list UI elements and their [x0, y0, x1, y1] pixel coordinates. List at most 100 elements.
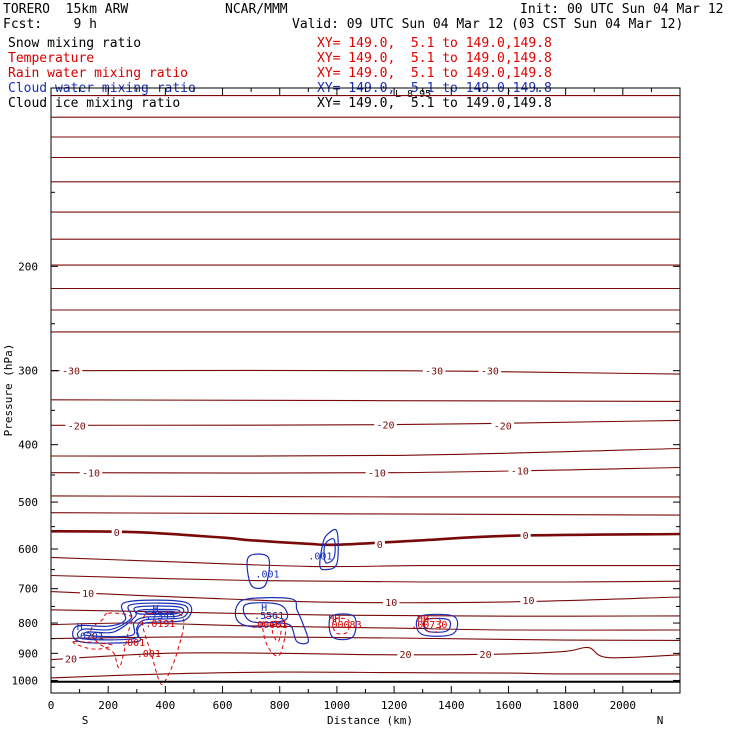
temperature-label-11: 0: [523, 531, 529, 542]
x-end-right: N: [657, 714, 664, 727]
legend-xy-cloud-ice: XY= 149.0, 5.1 to 149.0,149.8: [317, 96, 552, 111]
y-tick-label-300: 300: [18, 365, 38, 378]
temperature-label-bg-7: [365, 466, 389, 479]
legend-label-rain: Rain water mixing ratio: [8, 66, 189, 81]
temperature-label-13: 10: [385, 598, 397, 609]
y-tick-label-800: 800: [18, 617, 38, 630]
temperature-contour-T10: [51, 591, 680, 604]
temperature-label-0: -30: [62, 367, 80, 378]
legend-xy-snow: XY= 149.0, 5.1 to 149.0,149.8: [317, 36, 552, 51]
temperature-label-bg-14: [520, 594, 537, 607]
temperature-label-9: 0: [114, 528, 120, 539]
field-annotation-4: .6201: [74, 632, 104, 643]
rain-contour-rn-a1: [90, 612, 133, 669]
temperature-contour-T-5: [51, 495, 680, 498]
cloud-water-contour-cw-c2: [76, 602, 189, 641]
y-tick-label-200: 200: [18, 260, 38, 273]
temperature-label-bg-15: [62, 652, 80, 665]
temperature-label-15: 20: [65, 654, 77, 665]
temperature-label-16: 20: [400, 650, 412, 661]
field-annotation-15: .00730: [411, 620, 447, 631]
temperature-contour-T0: [51, 530, 680, 547]
legend-label-cloud-ice: Cloud ice mixing ratio: [8, 96, 181, 111]
header-init: Init: 00 UTC Sun 04 Mar 12: [520, 2, 724, 17]
rain-contour-rn-d1: [423, 617, 442, 633]
x-tick-label-0: 0: [48, 699, 55, 712]
field-annotation-10: .5561: [254, 611, 284, 622]
field-annotation-6: .001: [137, 649, 161, 660]
field-annotation-9: H: [261, 603, 267, 614]
field-annotation-13: .00083: [325, 620, 361, 631]
temperature-label-8: -10: [511, 466, 529, 477]
field-annotation-3: H: [77, 622, 83, 633]
cloud-water-contour-cw-d2: [242, 602, 289, 624]
header-valid: Valid: 09 UTC Sun 04 Mar 12 (03 CST Sun …: [292, 17, 684, 32]
temperature-contour-T15: [51, 622, 680, 631]
x-tick-label-1600: 1600: [495, 699, 522, 712]
temperature-label-1: -30: [425, 367, 443, 378]
temperature-label-bg-4: [374, 418, 397, 431]
temperature-label-bg-1: [422, 364, 446, 377]
legend-label-temperature: Temperature: [8, 51, 95, 66]
cloud-water-contour-cw-f1: [415, 613, 459, 637]
temperature-label-3: -20: [68, 421, 86, 432]
x-axis-label: Distance (km): [327, 714, 413, 727]
y-tick-label-400: 400: [18, 439, 38, 452]
x-tick-label-1000: 1000: [324, 699, 351, 712]
rain-contour-rn-a3: [72, 641, 113, 650]
temperature-label-bg-16: [397, 648, 414, 661]
x-tick-label-1200: 1200: [381, 699, 408, 712]
temperature-contour-T-3: [51, 512, 680, 516]
x-end-left: S: [82, 714, 89, 727]
temperature-label-14: 10: [522, 596, 534, 607]
cloud-water-contour-cw-c5: [144, 610, 176, 615]
rain-contour-rn-a2: [141, 611, 185, 686]
cloud-water-contour-cw-d1: [234, 597, 310, 645]
y-tick-label-500: 500: [18, 496, 38, 509]
cloud-water-contour-cw-b1: [246, 553, 271, 590]
header-fcst: Fcst: 9 h: [3, 17, 97, 32]
x-tick-label-400: 400: [155, 699, 175, 712]
overlap-label: L 8.95: [395, 89, 432, 100]
field-annotation-2: .0191: [145, 619, 175, 630]
cloud-water-contour-cw-c4: [135, 608, 181, 615]
cloud-water-contour-cw-c3: [83, 605, 185, 638]
cloud-water-contour-cw-a2: [323, 538, 336, 564]
temperature-label-12: 10: [82, 589, 94, 600]
field-annotation-12: HH: [328, 614, 340, 625]
header-model: TORERO 15km ARW: [3, 2, 129, 17]
x-tick-label-200: 200: [98, 699, 118, 712]
x-tick-label-1400: 1400: [438, 699, 465, 712]
temperature-contour-T-20: [51, 419, 680, 426]
y-tick-label-600: 600: [18, 543, 38, 556]
temperature-contour-T13: [51, 609, 680, 617]
temperature-label-bg-6: [79, 466, 103, 479]
temperature-label-bg-3: [65, 419, 89, 432]
temperature-label-7: -10: [368, 469, 386, 480]
temperature-label-17: 20: [480, 650, 492, 661]
temperature-contour-T-30: [51, 369, 680, 375]
temperature-label-bg-12: [79, 587, 97, 600]
temperature-label-bg-9: [111, 526, 122, 539]
temperature-label-4: -20: [376, 421, 394, 432]
temperature-label-bg-2: [478, 364, 502, 377]
x-tick-label-600: 600: [213, 699, 233, 712]
legend-xy-temperature: XY= 149.0, 5.1 to 149.0,149.8: [317, 51, 552, 66]
y-tick-label-1000: 1000: [12, 674, 39, 687]
x-tick-label-1800: 1800: [552, 699, 579, 712]
rain-contour-rn-c1: [332, 617, 350, 635]
field-annotation-5: .001: [121, 638, 145, 649]
temperature-label-bg-0: [59, 364, 83, 377]
field-annotation-1: .7345: [145, 611, 175, 622]
temperature-label-10: 0: [377, 540, 383, 551]
legend-xy-rain: XY= 149.0, 5.1 to 149.0,149.8: [317, 66, 552, 81]
temperature-contour-T-15: [51, 447, 680, 457]
temperature-label-bg-17: [477, 647, 494, 660]
temperature-contour-T17: [51, 636, 680, 641]
temperature-label-bg-13: [383, 595, 400, 608]
temperature-contour-T-10: [51, 466, 680, 474]
temperature-contour-T20: [51, 646, 680, 661]
header-center: NCAR/MMM: [225, 2, 288, 17]
field-annotation-0: H: [152, 604, 158, 615]
